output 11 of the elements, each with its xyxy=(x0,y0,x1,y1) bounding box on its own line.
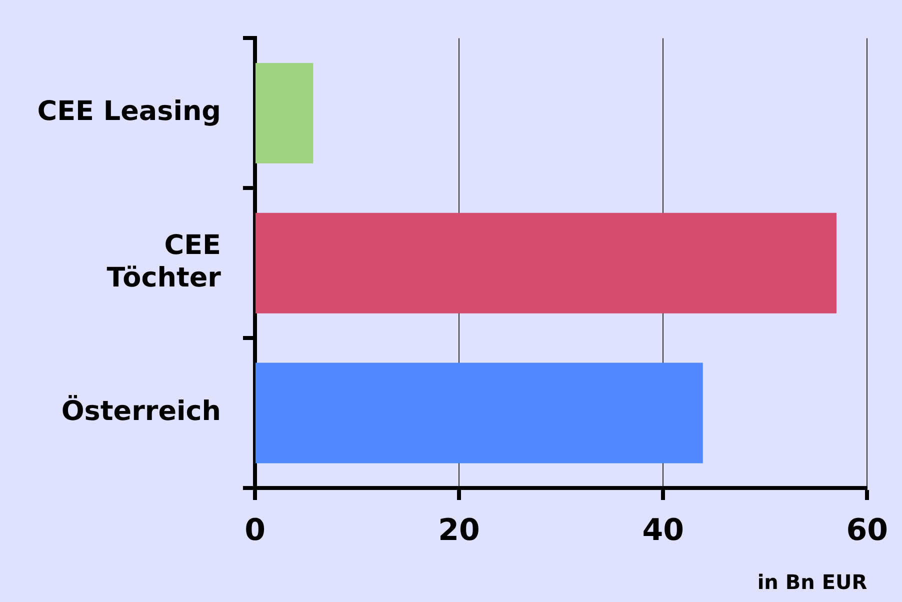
bar xyxy=(256,362,703,464)
y-tick-label: Österreich xyxy=(61,394,221,428)
x-tick-label: 20 xyxy=(438,512,480,548)
y-tick-label: CEE Leasing xyxy=(37,96,221,128)
bar xyxy=(256,212,837,314)
bar xyxy=(256,62,314,164)
x-tick-label: 60 xyxy=(846,512,888,548)
x-tick-label: 40 xyxy=(642,512,684,548)
y-tick-label: CEE Töchter xyxy=(106,230,222,294)
x-axis-title: in Bn EUR xyxy=(757,570,868,594)
x-tick-label: 0 xyxy=(244,512,266,548)
